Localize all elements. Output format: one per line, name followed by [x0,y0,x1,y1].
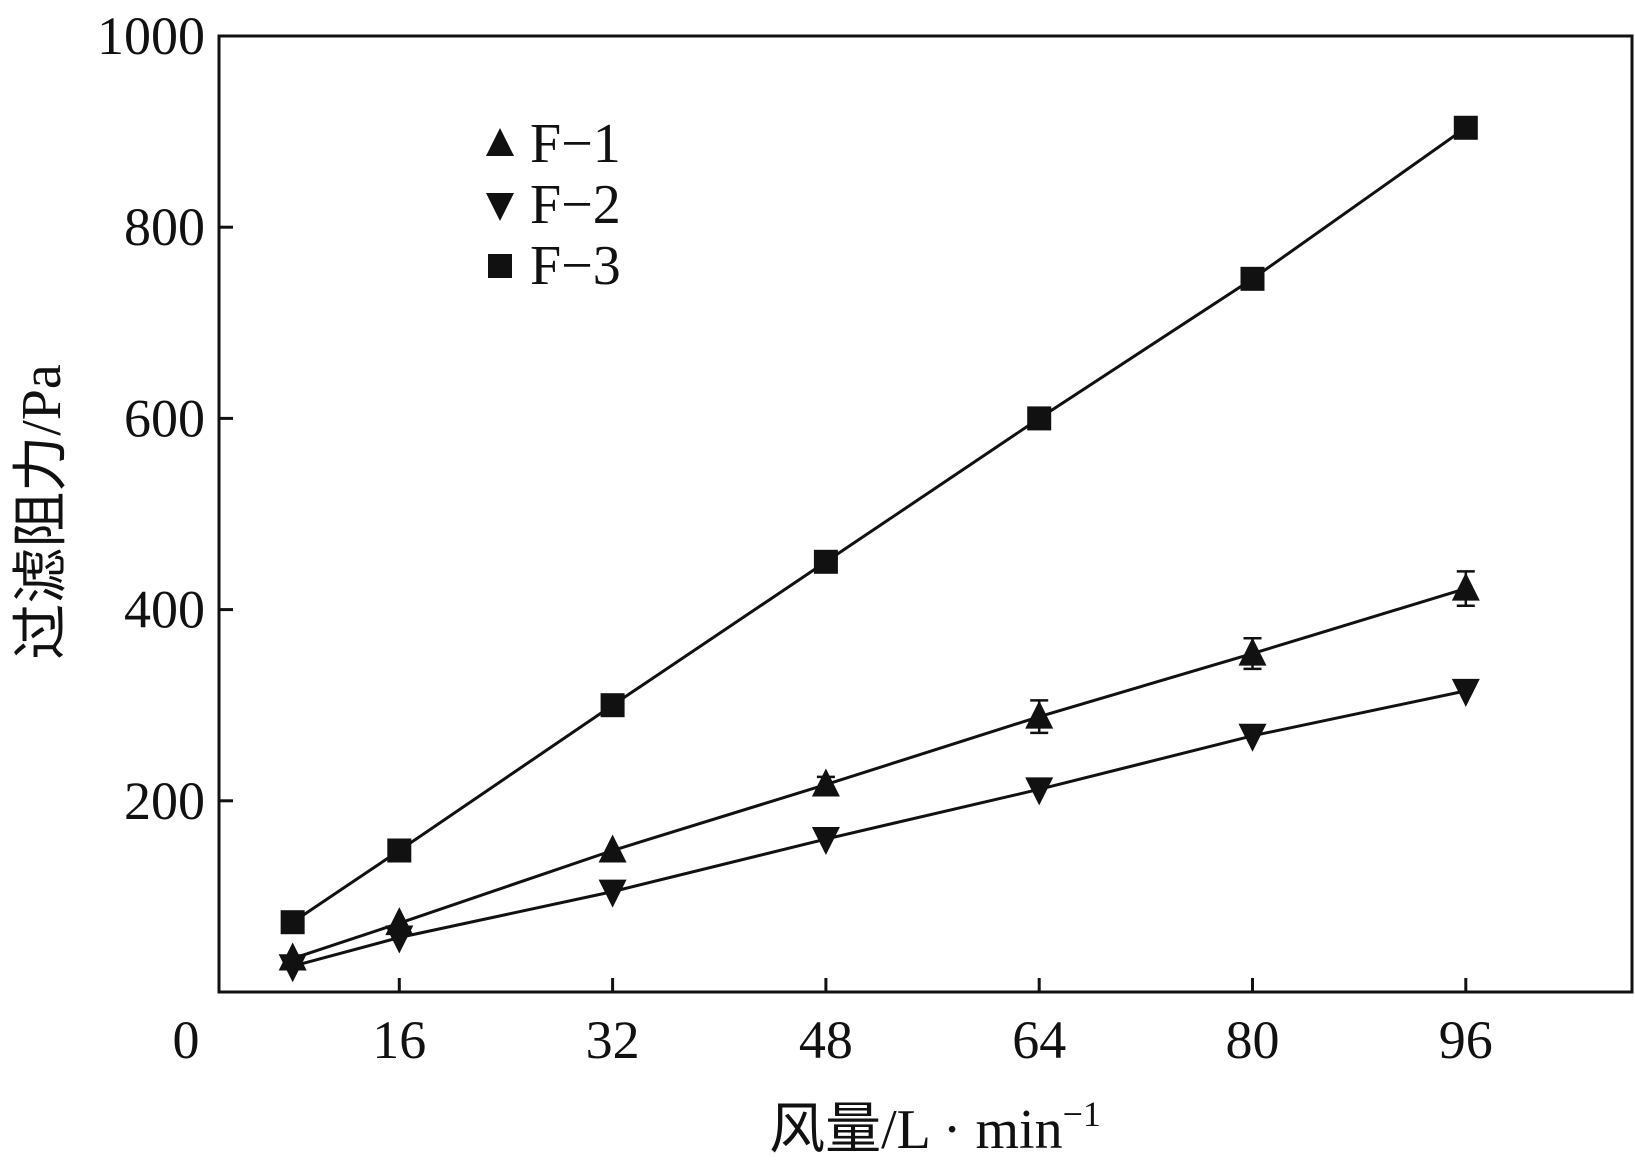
y-tick-label: 200 [124,771,205,831]
series-line [292,689,1467,968]
series-f3 [280,115,1478,935]
y-tick-label: 600 [124,388,205,448]
legend-label: F−1 [530,113,621,175]
x-tick-label: 96 [1439,1010,1493,1070]
data-point [1238,723,1267,752]
x-axis: 0 16 32 48 64 80 96 [173,978,1493,1070]
data-point [280,910,305,935]
data-point [1453,115,1478,140]
legend: F−1F−2F−3 [486,113,621,297]
x-tick-label: 64 [1012,1010,1066,1070]
data-point [811,827,840,856]
data-point [385,925,414,954]
x-tick-label: 0 [173,1010,200,1070]
legend-label: F−2 [530,174,621,236]
legend-marker [486,128,514,156]
x-tick-label: 32 [586,1010,640,1070]
data-point [811,768,840,797]
data-point [600,693,625,718]
x-tick-label: 16 [372,1010,426,1070]
legend-marker [486,193,514,221]
series-line [291,126,1467,924]
series-line [292,587,1467,960]
series-f1 [278,570,1480,971]
x-tick-label: 80 [1226,1010,1280,1070]
y-tick-label: 400 [124,580,205,640]
data-point [1025,777,1054,806]
data-point [387,838,412,863]
data-point [1027,406,1052,431]
series-f2 [278,678,1480,983]
y-axis-title: 过滤阻力/Pa [11,364,73,660]
y-tick-label: 800 [124,197,205,257]
data-point [598,879,627,908]
data-point [1025,700,1054,729]
data-point [278,954,307,983]
y-axis: 200 400 600 800 1000 [97,6,233,831]
data-point [1451,678,1480,707]
x-tick-label: 48 [799,1010,853,1070]
plot-frame [217,34,1634,994]
data-point [813,549,838,574]
data-point [1238,637,1267,666]
legend-marker [488,254,512,278]
legend-label: F−3 [530,235,621,297]
x-axis-title: 风量/L · min−1 [769,1094,1101,1161]
series-layer [278,115,1480,983]
y-tick-label: 1000 [97,6,205,66]
data-point [598,834,627,863]
x-axis-title-superscript: −1 [1063,1094,1101,1134]
data-point [1451,572,1480,601]
data-point [1240,266,1265,291]
